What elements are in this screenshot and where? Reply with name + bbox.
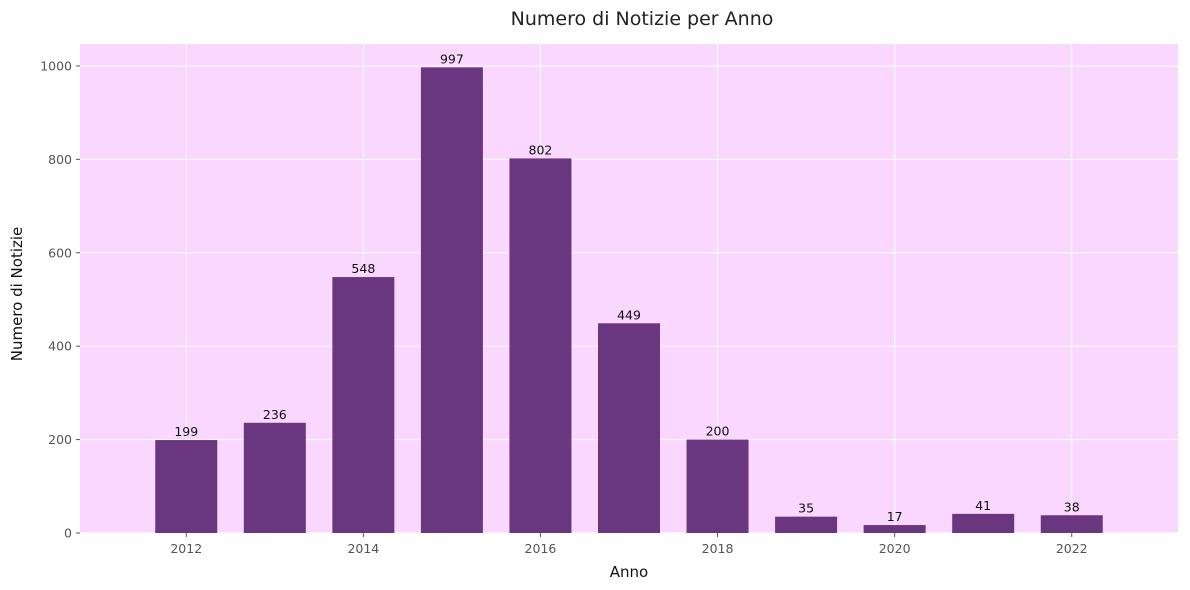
y-tick-label-200: 200	[48, 432, 72, 447]
bar-2020	[863, 525, 926, 533]
bar-value-label-2013: 236	[263, 407, 287, 422]
x-tick-label-2018: 2018	[702, 541, 734, 556]
x-axis-ticks: 2012 2014 2016 2018 2020 2022	[170, 533, 1088, 556]
bar-value-label-2020: 17	[887, 509, 903, 524]
bar-value-label-2016: 802	[529, 142, 553, 157]
bar-2016	[509, 158, 572, 533]
x-tick-label-2022: 2022	[1056, 541, 1088, 556]
bar-2022	[1040, 515, 1103, 533]
x-axis-label: Anno	[610, 563, 648, 581]
bar-value-label-2015: 997	[440, 51, 464, 66]
bar-value-label-2014: 548	[351, 261, 375, 276]
bar-value-label-2021: 41	[975, 498, 991, 513]
x-tick-label-2020: 2020	[879, 541, 911, 556]
bar-value-label-2012: 199	[174, 424, 198, 439]
bar-2018	[686, 439, 749, 533]
bar-2014	[332, 277, 395, 533]
bar-2012	[155, 440, 218, 533]
y-tick-label-1000: 1000	[40, 58, 72, 73]
bar-value-label-2019: 35	[798, 501, 814, 516]
y-tick-label-600: 600	[48, 245, 72, 260]
x-tick-label-2012: 2012	[170, 541, 202, 556]
bar-2021	[952, 513, 1015, 533]
bar-value-label-2022: 38	[1064, 499, 1080, 514]
y-tick-label-800: 800	[48, 152, 72, 167]
y-tick-label-400: 400	[48, 339, 72, 354]
bar-value-label-2018: 200	[706, 424, 730, 439]
bar-2013	[243, 422, 306, 533]
bar-value-label-2017: 449	[617, 307, 641, 322]
y-tick-label-0: 0	[64, 526, 72, 541]
chart-title: Numero di Notizie per Anno	[511, 8, 774, 30]
bar-2017	[598, 323, 660, 533]
bar-value-labels: 199 236 548 997 802 449 200 35 17 41 38	[174, 51, 1079, 524]
y-axis-label: Numero di Notizie	[8, 227, 26, 362]
bar-2019	[775, 516, 838, 533]
bars	[155, 67, 1103, 534]
y-axis-ticks: 0 200 400 600 800 1000	[40, 58, 80, 541]
x-tick-label-2014: 2014	[347, 541, 379, 556]
bar-2015	[420, 67, 483, 534]
x-tick-label-2016: 2016	[525, 541, 557, 556]
